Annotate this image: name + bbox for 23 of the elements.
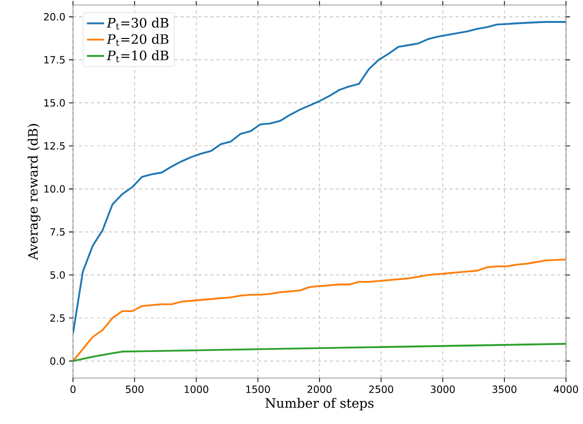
x-tick-label: 0 — [70, 386, 76, 394]
x-tick-label: 1000 — [184, 386, 208, 394]
y-tick-label: 5.0 — [50, 271, 65, 279]
y-tick-label: 15.0 — [44, 99, 65, 107]
y-tick-label: 10.0 — [44, 185, 65, 193]
y-tick-label: 7.5 — [50, 228, 65, 236]
y-tick-label: 2.5 — [50, 314, 65, 322]
y-tick-label: 20.0 — [44, 13, 65, 21]
y-axis-title: Average reward (dB) — [28, 124, 40, 260]
legend-label: P$_{t}$=10 dB — [106, 50, 168, 62]
x-tick-label: 2000 — [308, 386, 332, 394]
legend-label: P$_{t}$=20 dB — [106, 34, 168, 46]
x-tick-label: 3500 — [492, 386, 516, 394]
y-tick-label: 12.5 — [44, 142, 65, 150]
y-tick-label: 0.0 — [50, 357, 65, 365]
x-axis-title: Number of steps — [265, 398, 374, 410]
y-tick-label: 17.5 — [44, 56, 65, 64]
x-tick-label: 3000 — [430, 386, 455, 394]
x-tick-label: 4000 — [554, 386, 578, 394]
x-tick-label: 2500 — [369, 386, 394, 394]
x-tick-label: 500 — [126, 386, 144, 394]
legend-label: P$_{t}$=30 dB — [106, 18, 168, 30]
x-tick-label: 1500 — [246, 386, 270, 394]
